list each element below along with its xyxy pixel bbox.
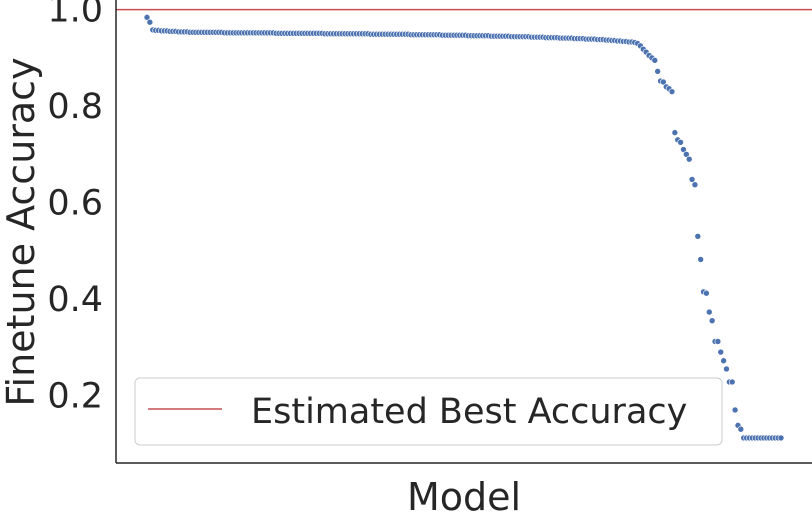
y-tick-label: 0.4	[47, 280, 103, 320]
data-point	[720, 357, 727, 365]
data-point	[143, 14, 151, 21]
y-tick-label: 0.6	[47, 184, 103, 224]
data-point	[694, 233, 702, 240]
data-point	[697, 256, 704, 263]
y-axis-ticks: 0.2 0.4 0.6 0.8 1.0	[47, 0, 103, 416]
data-point	[703, 289, 710, 297]
data-point	[705, 308, 713, 316]
data-point	[714, 338, 722, 345]
y-tick-label: 0.8	[47, 87, 103, 127]
data-points	[143, 14, 785, 442]
data-point	[708, 317, 716, 325]
data-point	[677, 138, 684, 146]
plot-area	[115, 0, 812, 464]
data-point	[737, 425, 745, 433]
data-point	[660, 78, 667, 86]
data-point	[146, 18, 154, 26]
data-point	[728, 378, 736, 386]
y-tick-label: 1.0	[47, 0, 103, 31]
data-point	[680, 146, 687, 153]
data-point	[651, 56, 659, 64]
legend-box	[134, 377, 723, 446]
data-point	[683, 151, 690, 158]
data-point	[688, 176, 696, 183]
y-axis-label: Finetune Accuracy	[0, 57, 43, 406]
data-point	[668, 88, 676, 95]
data-point	[671, 129, 679, 136]
y-tick-label: 0.2	[47, 376, 103, 416]
data-point	[691, 181, 699, 189]
data-point	[731, 406, 739, 414]
legend: Estimated Best Accuracy	[134, 377, 723, 446]
data-point	[723, 365, 730, 373]
data-point	[717, 348, 725, 356]
data-point	[654, 68, 661, 75]
data-point	[685, 155, 693, 163]
x-axis-label: Model	[407, 475, 521, 519]
legend-entry-label: Estimated Best Accuracy	[251, 392, 687, 432]
data-point	[777, 434, 785, 442]
